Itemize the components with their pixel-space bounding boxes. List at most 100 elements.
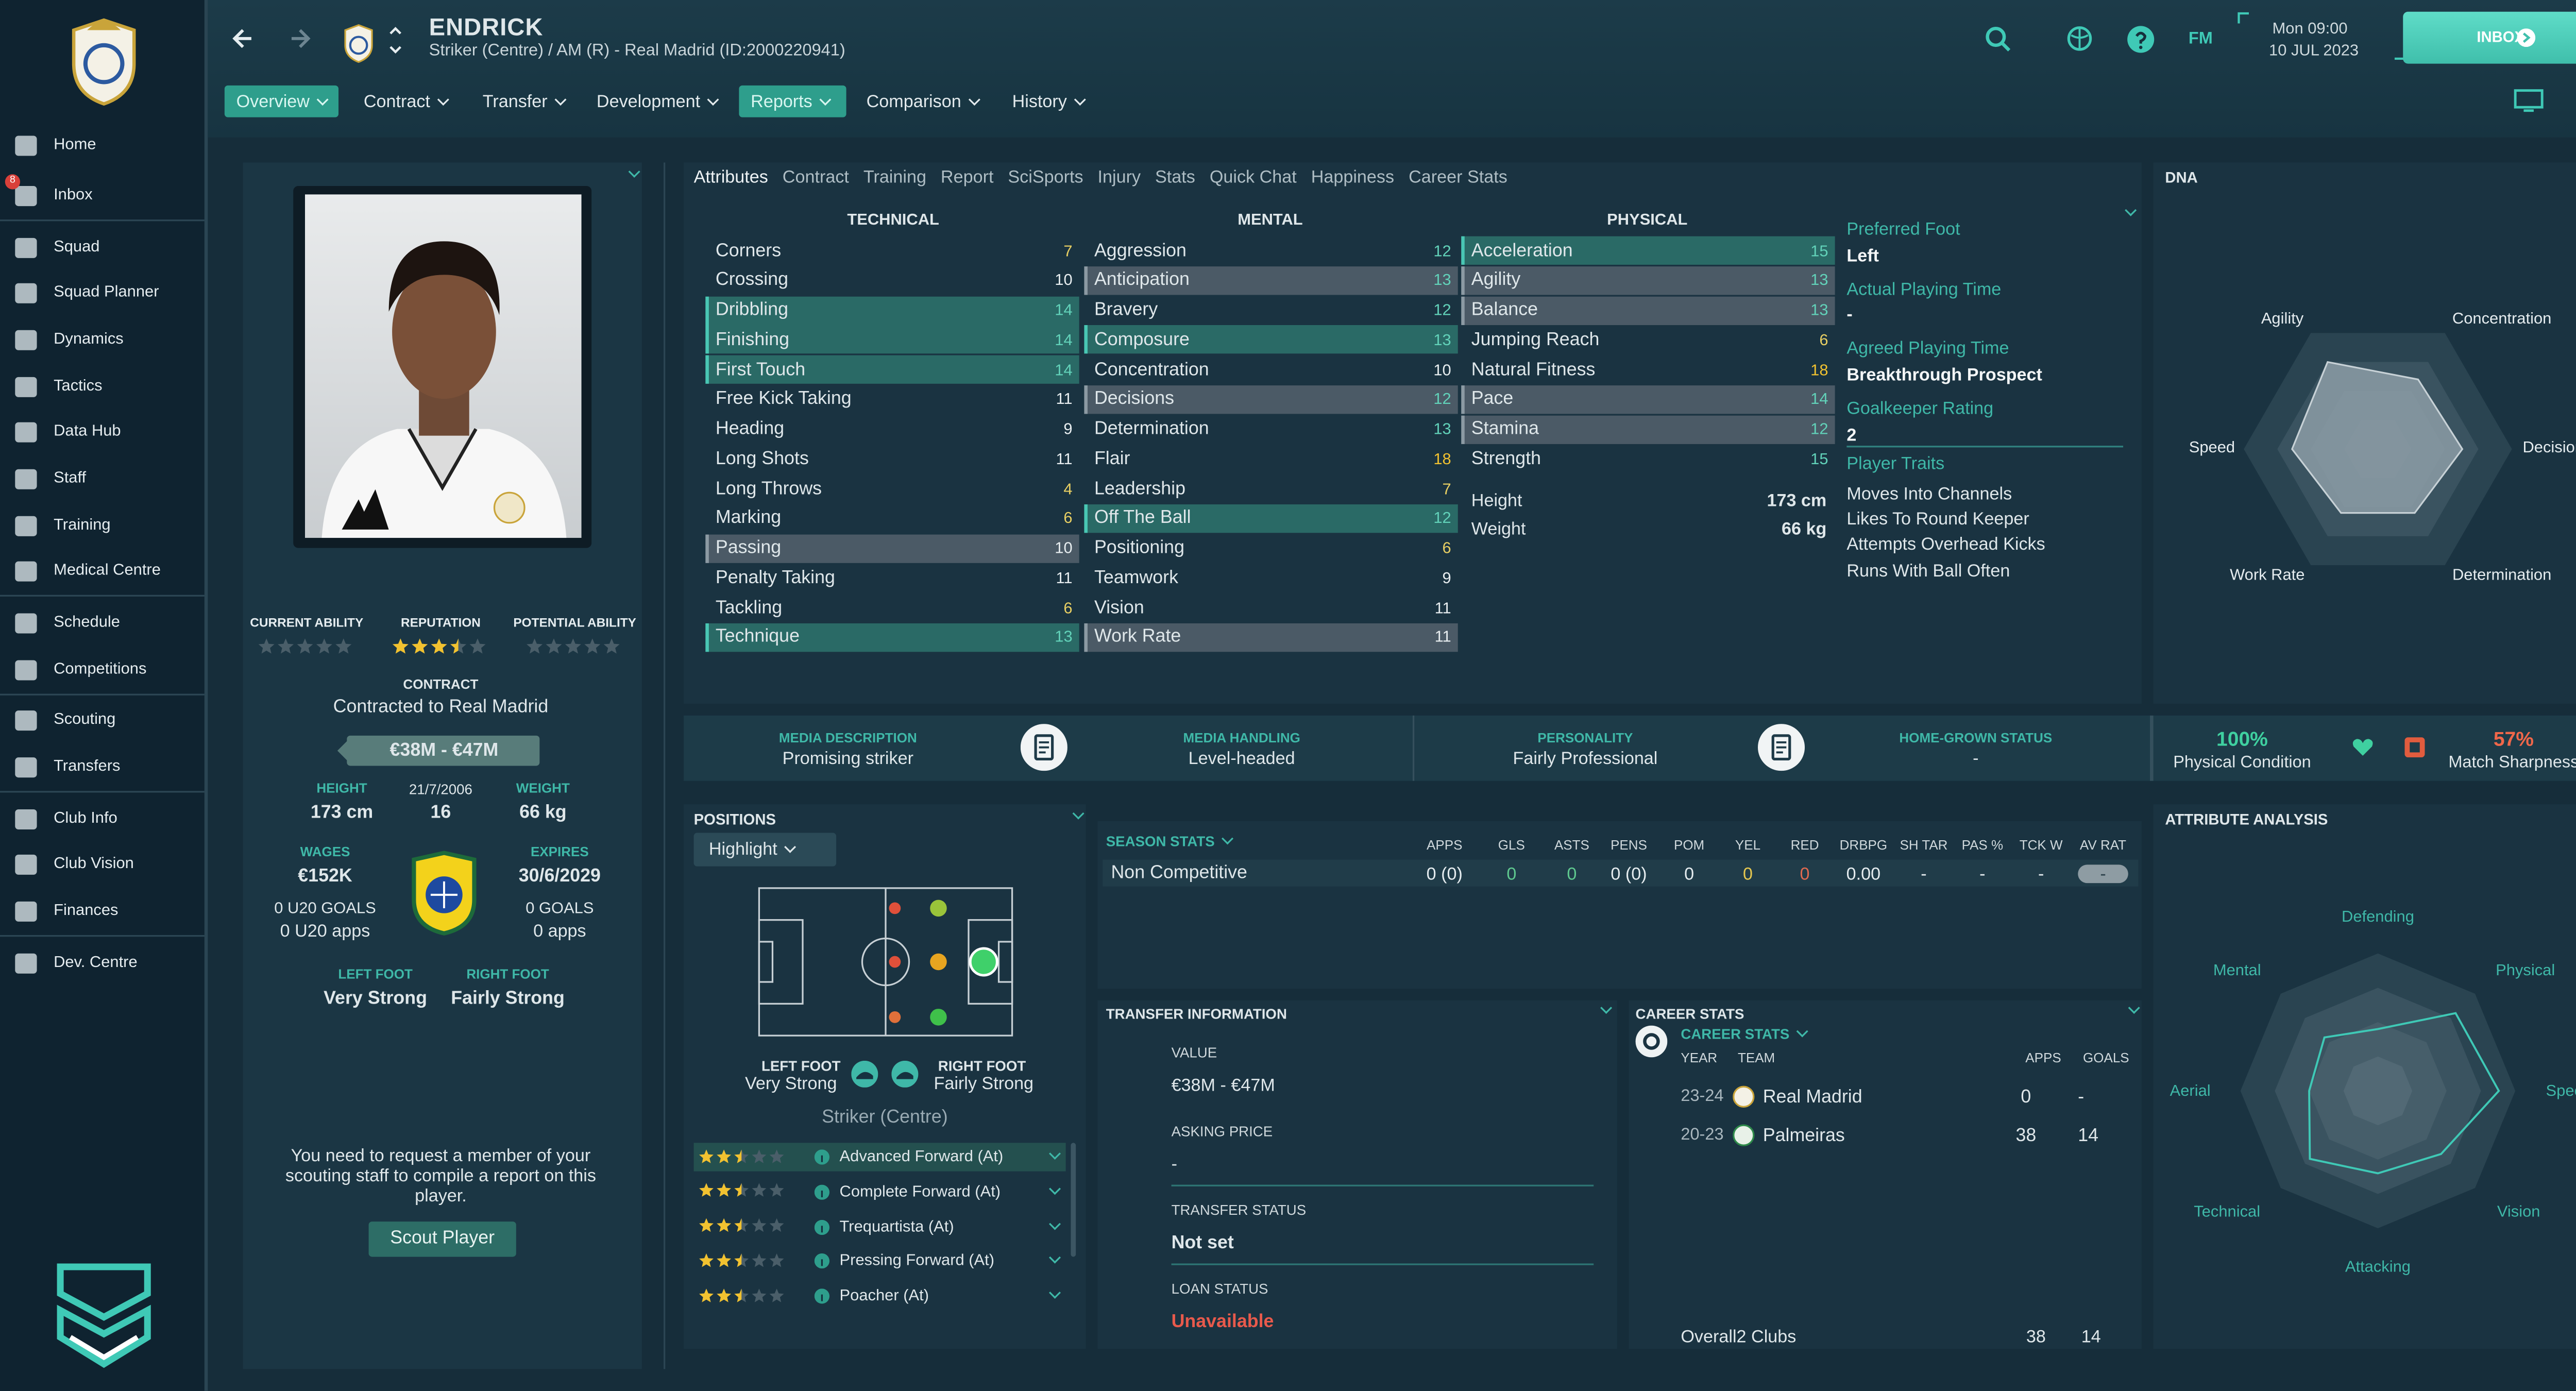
nav-item[interactable]: Squad — [54, 238, 100, 257]
menu-tab[interactable]: Transfer — [471, 86, 575, 117]
menu-tab[interactable]: Development — [585, 86, 729, 117]
tab[interactable]: Contract — [782, 167, 849, 188]
nav-item[interactable]: Club Vision — [54, 854, 134, 873]
attribute-name: Anticipation — [1094, 270, 1190, 291]
caret — [1042, 1287, 1056, 1301]
globe-icon — [2066, 25, 2093, 52]
icon-part — [717, 1253, 732, 1267]
stat-header: TCK W — [2019, 838, 2063, 853]
nav-item[interactable]: Training — [54, 516, 111, 535]
profile-height: 173 cm — [310, 802, 374, 823]
career-apps: 38 — [2026, 1327, 2046, 1348]
nav-item[interactable]: Staff — [54, 469, 87, 488]
icon-part — [896, 1072, 913, 1079]
value: €38M - €47M — [389, 740, 499, 761]
icon-part — [2352, 739, 2373, 756]
icon-part — [430, 881, 457, 908]
profile-expires-label: EXPIRES — [530, 844, 589, 860]
tab[interactable]: Report — [940, 167, 994, 188]
tab[interactable]: Training — [863, 167, 926, 188]
sidebar-edge — [204, 0, 208, 1391]
nav-item[interactable]: Schedule — [54, 613, 120, 632]
condition-label: Physical Condition — [2173, 754, 2311, 773]
nav-item[interactable]: Transfers — [54, 757, 121, 776]
attribute-name: Penalty Taking — [715, 567, 835, 588]
trait: Attempts Overhead Kicks — [1846, 535, 2045, 555]
career-goals: - — [2078, 1087, 2084, 1108]
icon-part — [752, 1288, 767, 1302]
nav-item[interactable]: Club Info — [54, 809, 117, 828]
menu-tab[interactable]: Reports — [739, 85, 846, 117]
tab[interactable]: Quick Chat — [1209, 167, 1297, 188]
menu-tab[interactable]: History — [1001, 86, 1094, 117]
icon-part — [699, 1253, 714, 1267]
attribute-value: 15 — [1810, 242, 1828, 261]
radar-axis-label: Determination — [2452, 566, 2552, 585]
nav-item[interactable]: Squad Planner — [54, 283, 159, 302]
back-button[interactable] — [228, 24, 258, 54]
icon-part — [393, 638, 409, 654]
inbox-button[interactable]: INBOX — [2403, 11, 2576, 64]
info-icon — [814, 1288, 830, 1304]
strip-label: MEDIA HANDLING — [1183, 731, 1300, 746]
nav-item[interactable]: Dev. Centre — [54, 953, 138, 972]
radar-axis-label: Mental — [2213, 961, 2261, 980]
field-value: Unavailable — [1171, 1312, 1274, 1332]
icon-part — [2514, 89, 2544, 109]
tab[interactable]: SciSports — [1008, 167, 1083, 188]
nav-item[interactable]: Inbox — [54, 186, 93, 205]
attribute-value: 12 — [1433, 510, 1451, 529]
position-name: Striker (Centre) — [822, 1107, 948, 1128]
icon-part — [891, 1060, 919, 1088]
stat-value: - — [2100, 863, 2106, 884]
nav-item[interactable]: Home — [54, 135, 96, 155]
field-label: LOAN STATUS — [1171, 1280, 1268, 1297]
nav-icon — [15, 854, 37, 875]
icon-part — [930, 1009, 947, 1026]
attribute-value: 14 — [1055, 301, 1073, 320]
nav-item[interactable]: Dynamics — [54, 330, 124, 349]
career-year: 20-23 — [1681, 1126, 1724, 1145]
nav-item[interactable]: Tactics — [54, 377, 103, 396]
menu-tab[interactable]: Contract — [352, 86, 459, 117]
menu-label: Development — [597, 92, 717, 112]
nav-item[interactable]: Finances — [54, 901, 118, 920]
career-header: GOALS — [2082, 1050, 2129, 1066]
nav-item[interactable]: Medical Centre — [54, 561, 161, 580]
caret — [1042, 1217, 1056, 1231]
tab[interactable]: Injury — [1097, 167, 1141, 188]
info-icon — [814, 1219, 830, 1234]
tab[interactable]: Career Stats — [1409, 167, 1507, 188]
attribute-name: First Touch — [715, 359, 806, 380]
icon-part — [758, 887, 1013, 1037]
nav-divider — [0, 935, 205, 937]
menu-tab[interactable]: Comparison — [855, 86, 989, 117]
nav-item[interactable]: Data Hub — [54, 422, 121, 441]
tab[interactable]: Stats — [1155, 167, 1195, 188]
condition-value: 100% — [2216, 727, 2268, 751]
icon-part — [450, 638, 459, 654]
icon-part — [291, 29, 311, 48]
attribute-name: Heading — [715, 419, 785, 439]
caret — [1042, 1252, 1056, 1266]
nav-item[interactable]: Competitions — [54, 660, 147, 679]
club-icon — [1733, 1084, 1755, 1109]
nav-item[interactable]: Scouting — [54, 710, 116, 729]
nav-icon — [15, 330, 37, 350]
icon-part — [699, 1183, 714, 1197]
attribute-name: Corners — [715, 240, 782, 261]
strip-value: - — [1973, 749, 1979, 769]
scout-button[interactable]: Scout Player — [368, 1222, 516, 1257]
icon-part — [699, 1288, 784, 1302]
career-panel — [1629, 1000, 2142, 1349]
highlight-dropdown[interactable]: Highlight — [693, 833, 837, 867]
trait: Moves Into Channels — [1846, 484, 2012, 505]
menu-tab[interactable]: Overview — [224, 85, 339, 117]
tab[interactable]: Happiness — [1311, 167, 1395, 188]
strip-icon — [1020, 724, 1067, 771]
icon-part — [344, 24, 373, 63]
icon-part — [769, 1183, 784, 1197]
icon-part — [565, 638, 582, 654]
radar-axis-label: Aerial — [2170, 1082, 2211, 1101]
tab[interactable]: Attributes — [693, 167, 768, 188]
